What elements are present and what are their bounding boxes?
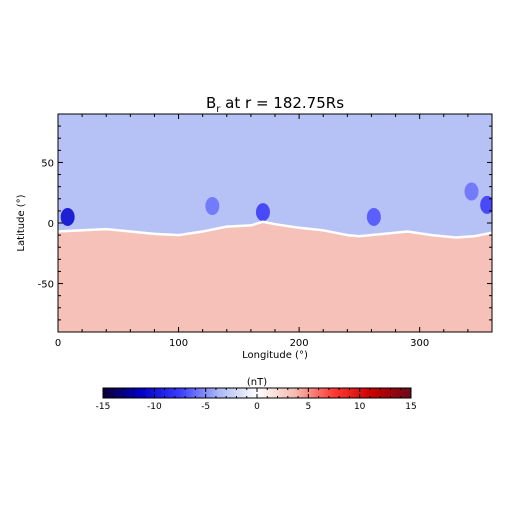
colorbar-tick-label: 5	[305, 402, 311, 412]
field-feature-3	[366, 207, 381, 226]
field-feature-4	[464, 182, 479, 201]
chart-title: Br at r = 182.75Rs	[206, 94, 344, 115]
field-features	[60, 182, 492, 226]
x-tick-label: 100	[169, 338, 188, 349]
heatmap-plot-area	[58, 114, 492, 332]
colorbar-tick-label: -5	[201, 402, 210, 412]
x-tick-label: 300	[410, 338, 429, 349]
colorbar-tick-label: 10	[354, 402, 366, 412]
title-subscript: r	[216, 104, 221, 115]
y-axis-ticks: -50 0 50	[38, 113, 492, 333]
colorbar-tick-label: 15	[405, 402, 416, 412]
x-axis-ticks: 0 100 200 300	[55, 114, 493, 349]
x-axis-label: Longitude (°)	[242, 350, 308, 361]
field-feature-1	[205, 197, 220, 216]
south-hemisphere-field	[58, 221, 492, 332]
y-tick-label: 0	[48, 219, 54, 230]
field-feature-0	[60, 207, 75, 226]
colorbar-ticks: -15 -10 -5 0 5 10 15	[96, 388, 417, 412]
colorbar-tick-label: 0	[254, 402, 260, 412]
current-sheet-line	[58, 220, 492, 239]
field-feature-2	[255, 203, 270, 222]
field-feature-5	[480, 195, 492, 214]
colorbar-tick-label: -15	[96, 402, 111, 412]
y-axis-label: Latitude (°)	[16, 194, 27, 251]
colorbar-tick-label: -10	[147, 402, 162, 412]
x-tick-label: 200	[290, 338, 309, 349]
x-tick-label: 0	[55, 338, 61, 349]
y-tick-label: -50	[38, 280, 54, 291]
y-tick-label: 50	[41, 158, 54, 169]
colorbar-label: (nT)	[247, 377, 267, 388]
